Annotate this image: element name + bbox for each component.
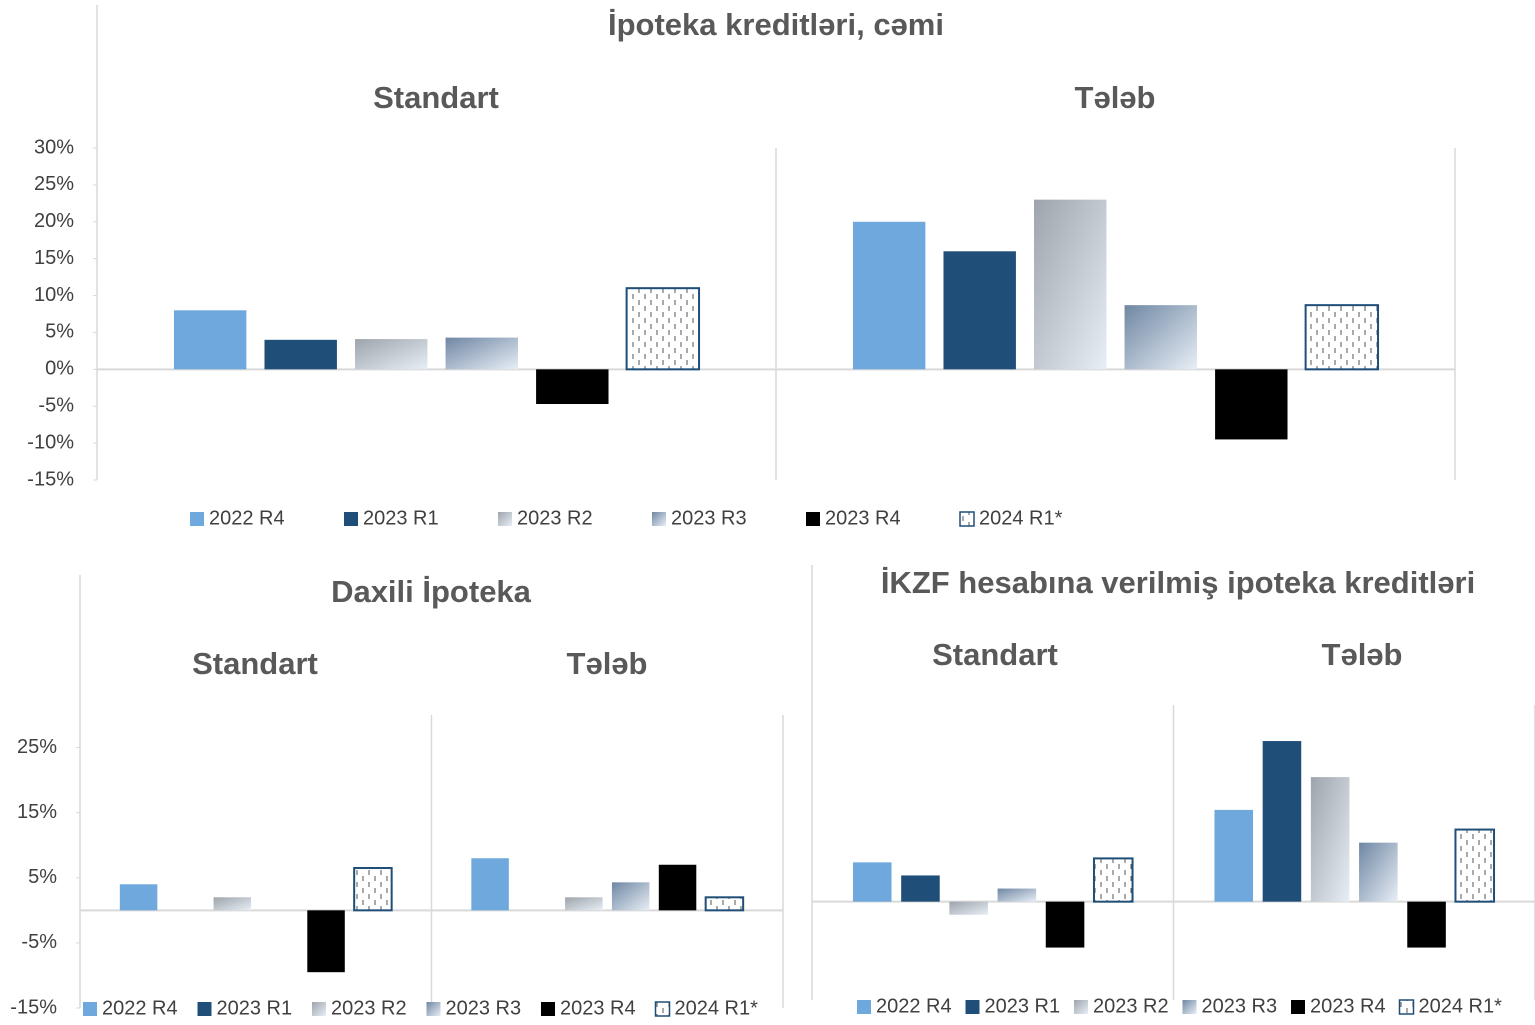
bar [901,875,940,902]
y-tick-label: -10% [27,431,74,453]
legend-label: 2023 R1 [217,997,293,1019]
legend-swatch [959,511,975,527]
bar [355,339,428,370]
bar [1045,901,1085,948]
bar [949,901,988,915]
bar [536,369,609,405]
bar [1407,901,1446,948]
bar [445,337,518,370]
legend-swatch [83,1002,97,1016]
group-title: Standart [932,637,1058,672]
legend-label: 2023 R2 [331,997,407,1019]
legend-label: 2023 R2 [1093,995,1169,1017]
group-title: Tələb [567,646,648,681]
chart-title: İpoteka kreditləri, cəmi [608,7,944,42]
legend-label: 2022 R4 [876,995,952,1017]
legend-swatch [806,512,820,526]
bar [1359,842,1398,902]
legend-label: 2024 R1* [1419,995,1503,1017]
y-tick-label: 25% [34,173,74,195]
bar [1454,828,1496,903]
legend-label: 2022 R4 [102,997,178,1019]
legend-label: 2023 R3 [446,997,522,1019]
y-tick-label: 15% [17,801,57,823]
y-tick-label: 25% [17,736,57,758]
bar [1034,199,1107,370]
legend-swatch [190,512,204,526]
y-tick-label: -5% [21,931,57,953]
group-title: Tələb [1322,637,1403,672]
bar [943,251,1016,370]
bar [611,882,650,911]
bar [119,884,158,911]
y-tick-label: -15% [10,996,57,1018]
legend-label: 2023 R4 [560,997,636,1019]
legend-swatch [1398,999,1415,1015]
chart-title: İKZF hesabına verilmiş ipoteka kreditlər… [881,565,1475,600]
bar [852,221,926,370]
legend-swatch [857,1000,871,1014]
legend-swatch [965,1000,980,1014]
legend-swatch [426,1002,441,1016]
legend-swatch [654,1001,671,1017]
bar [353,867,393,912]
bar [1262,741,1302,902]
bar [471,858,509,911]
y-tick-label: 10% [34,284,74,306]
y-tick-label: 5% [45,321,74,343]
group-title: Standart [192,646,318,681]
legend-label: 2023 R4 [1310,995,1386,1017]
bar [213,897,252,911]
legend-label: 2023 R1 [985,995,1061,1017]
legend-label: 2024 R1* [675,997,759,1019]
legend-swatch [344,512,358,526]
group-title: Standart [373,80,499,115]
bar [1310,777,1350,902]
legend-label: 2022 R4 [209,507,285,529]
legend-label: 2023 R3 [671,507,747,529]
legend-swatch [498,512,512,526]
bar [307,910,345,973]
bar [852,862,892,902]
y-tick-label: -5% [38,395,74,417]
legend-label: 2023 R4 [825,507,901,529]
bar [658,864,697,911]
bar [1092,857,1134,903]
chart-title: Daxili İpoteka [331,574,532,609]
bar [625,287,701,371]
legend-swatch [1182,1000,1197,1014]
bar [1215,369,1288,440]
legend-label: 2023 R3 [1202,995,1278,1017]
y-tick-label: 5% [28,866,57,888]
bar [173,310,247,370]
bar [1124,305,1197,370]
legend-label: 2024 R1* [979,507,1063,529]
bar [565,897,603,911]
y-tick-label: 15% [34,247,74,269]
legend-label: 2023 R1 [363,507,439,529]
legend-swatch [652,512,666,526]
y-tick-label: -15% [27,468,74,490]
bar [1304,304,1380,371]
bar [997,888,1037,902]
group-title: Tələb [1075,80,1156,115]
bar [704,896,745,912]
y-tick-label: 30% [34,136,74,158]
bar [264,339,337,370]
legend-swatch [197,1002,212,1016]
y-tick-label: 0% [45,358,74,380]
legend-label: 2023 R2 [517,507,593,529]
y-tick-label: 20% [34,210,74,232]
legend-swatch [1291,1000,1305,1014]
legend-swatch [312,1002,326,1016]
legend-swatch [1074,1000,1088,1014]
legend-swatch [541,1002,555,1016]
bar [1214,809,1254,902]
